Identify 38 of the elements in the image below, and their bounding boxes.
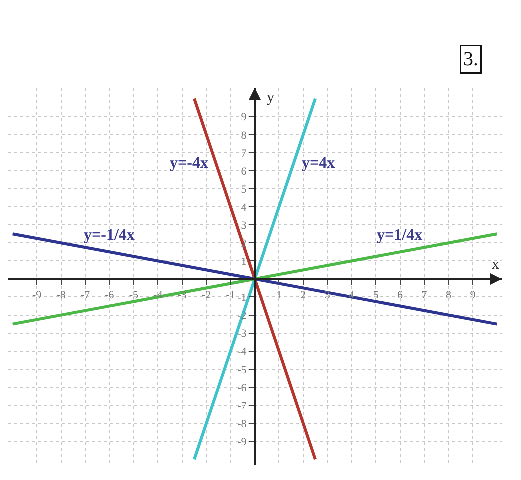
x-tick-label: 9 xyxy=(470,289,476,302)
x-axis-title: x xyxy=(492,257,500,273)
y-tick-label: 3 xyxy=(241,220,248,232)
series-label: y=-1/4x xyxy=(84,227,135,244)
x-tick-label: -8 xyxy=(56,289,66,302)
x-tick-label: -7 xyxy=(80,289,91,302)
series-label: y=1/4x xyxy=(377,227,423,244)
text: 3. xyxy=(464,48,478,70)
x-tick-label: -9 xyxy=(32,289,42,302)
y-tick-label: 5 xyxy=(241,184,248,196)
y-tick-label: 6 xyxy=(241,166,248,178)
x-tick-label: -2 xyxy=(202,289,212,302)
x-tick-label: 1 xyxy=(276,289,282,302)
x-tick-label: -1 xyxy=(226,289,236,302)
x-tick-label: 6 xyxy=(398,289,404,302)
y-tick-label: 8 xyxy=(241,130,248,142)
y-tick-label: -6 xyxy=(238,382,248,394)
y-tick-label: -3 xyxy=(238,328,248,340)
y-tick-label: -4 xyxy=(238,346,248,358)
x-tick-label: 2 xyxy=(300,289,306,302)
y-tick-label: -9 xyxy=(238,436,248,448)
y-tick-label: 4 xyxy=(241,202,248,214)
x-tick-label: 5 xyxy=(373,289,380,302)
series-label: y=4x xyxy=(302,155,336,172)
x-tick-label: 8 xyxy=(446,289,452,302)
y-tick-label: 1 xyxy=(241,256,247,268)
x-tick-label: 7 xyxy=(422,289,428,302)
x-tick-label: -4 xyxy=(154,289,164,302)
x-tick-label: -6 xyxy=(105,289,115,302)
series-label: y=-4x xyxy=(170,155,208,172)
y-tick-label: -8 xyxy=(238,418,248,430)
x-tick-label: -5 xyxy=(129,289,139,302)
y-tick-label: 7 xyxy=(241,148,248,160)
y-tick-label: -7 xyxy=(238,400,248,412)
x-tick-label: 4 xyxy=(349,289,356,302)
y-tick-label: 9 xyxy=(241,112,248,124)
y-tick-label: -5 xyxy=(238,364,248,376)
y-axis-title: y xyxy=(267,90,275,106)
